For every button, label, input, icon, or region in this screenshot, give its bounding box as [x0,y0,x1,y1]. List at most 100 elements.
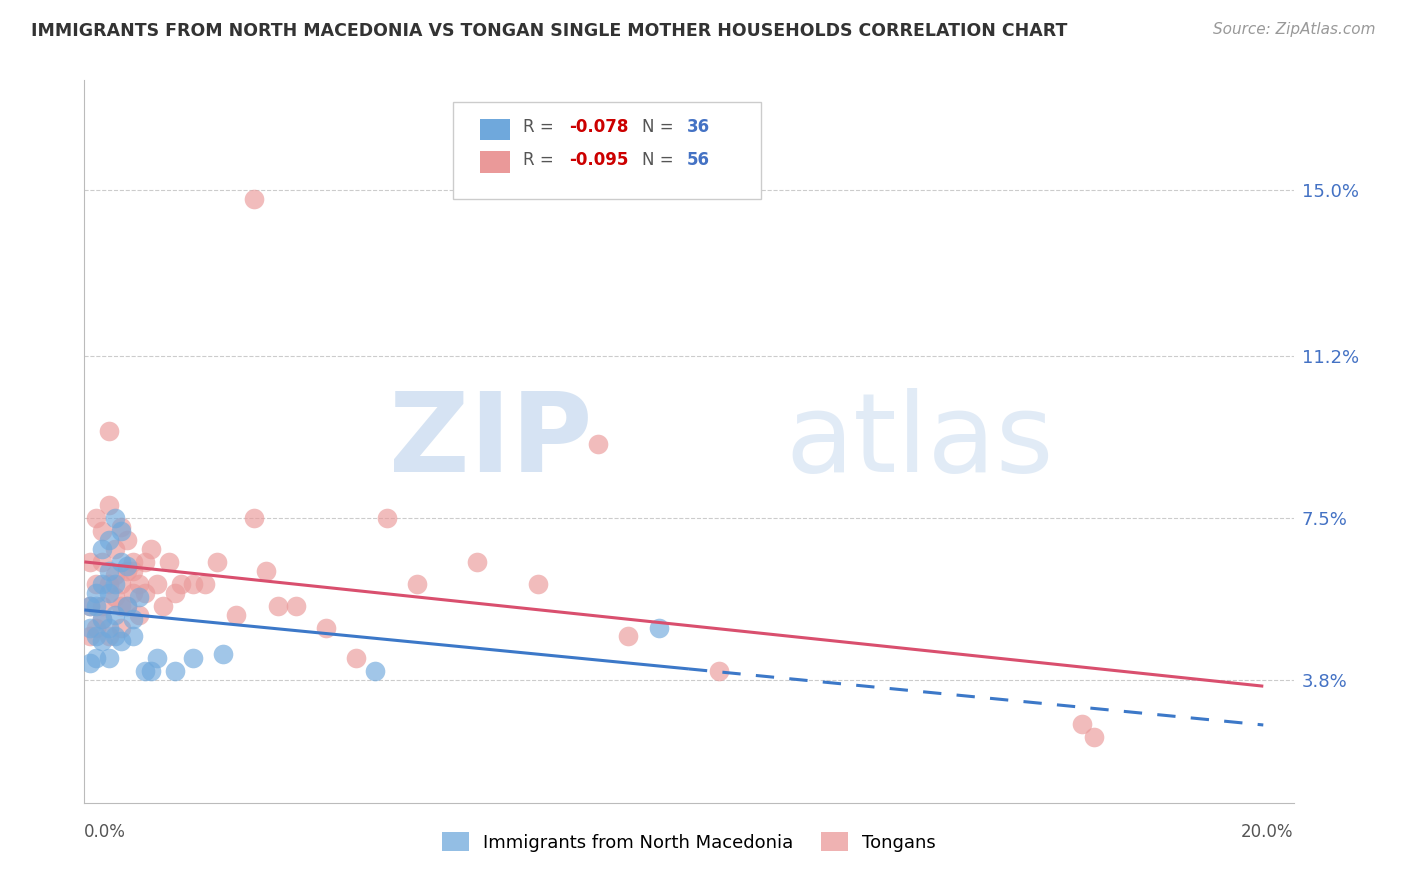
Point [242,192,264,206]
Point [165,665,187,679]
Point [115,599,138,613]
Point [225,607,247,622]
Point [97,498,120,512]
Point [152,599,174,613]
Point [115,564,138,578]
FancyBboxPatch shape [479,151,510,173]
Point [267,599,290,613]
Point [79,629,101,643]
Point [709,665,731,679]
Text: Source: ZipAtlas.com: Source: ZipAtlas.com [1212,22,1375,37]
Point [648,621,671,635]
Point [194,577,217,591]
Point [97,585,120,599]
Point [97,629,120,643]
Point [110,555,132,569]
Point [134,665,156,679]
Point [527,577,550,591]
Point [363,665,385,679]
Point [121,564,143,578]
Point [285,599,308,613]
Legend: Immigrants from North Macedonia, Tongans: Immigrants from North Macedonia, Tongans [434,825,943,859]
Point [406,577,429,591]
Point [91,633,114,648]
Point [121,585,143,599]
Point [97,621,120,635]
Point [115,533,138,547]
Point [91,577,114,591]
Point [617,629,640,643]
Point [315,621,337,635]
Point [139,665,162,679]
Point [146,651,169,665]
Point [157,555,180,569]
Point [121,555,143,569]
Point [86,585,108,599]
Point [104,511,127,525]
Point [86,621,108,635]
Point [375,511,398,525]
Point [91,612,114,626]
Point [346,651,368,665]
Text: 20.0%: 20.0% [1241,823,1294,841]
Point [588,436,610,450]
Point [110,621,132,635]
Point [97,651,120,665]
Point [134,555,156,569]
Point [170,577,193,591]
Point [86,629,108,643]
Point [86,599,108,613]
Point [91,555,114,569]
Point [97,577,120,591]
Point [110,599,132,613]
Point [254,564,277,578]
Point [110,524,132,539]
Text: atlas: atlas [786,388,1054,495]
Point [104,629,127,643]
Point [1083,730,1105,744]
Point [79,599,101,613]
Point [86,577,108,591]
Point [242,511,264,525]
Point [110,577,132,591]
Text: ZIP: ZIP [389,388,592,495]
Text: -0.078: -0.078 [569,119,628,136]
Point [181,651,204,665]
Point [110,633,132,648]
Point [91,599,114,613]
Text: 0.0%: 0.0% [84,823,127,841]
Point [104,541,127,556]
Text: N =: N = [641,151,679,169]
Point [104,607,127,622]
Point [86,511,108,525]
Point [207,555,229,569]
Point [165,585,187,599]
Point [467,555,489,569]
Point [121,612,143,626]
Point [128,590,150,604]
Text: 36: 36 [686,119,710,136]
Text: IMMIGRANTS FROM NORTH MACEDONIA VS TONGAN SINGLE MOTHER HOUSEHOLDS CORRELATION C: IMMIGRANTS FROM NORTH MACEDONIA VS TONGA… [31,22,1067,40]
Point [115,559,138,574]
Point [128,577,150,591]
Point [91,524,114,539]
FancyBboxPatch shape [479,119,510,140]
Point [104,590,127,604]
FancyBboxPatch shape [453,102,762,200]
Point [121,629,143,643]
Point [110,520,132,534]
Point [128,607,150,622]
Point [1071,717,1094,731]
Text: -0.095: -0.095 [569,151,628,169]
Point [86,651,108,665]
Point [79,555,101,569]
Point [97,564,120,578]
Point [181,577,204,591]
Point [134,585,156,599]
Point [97,533,120,547]
Text: N =: N = [641,119,679,136]
Point [91,612,114,626]
Point [97,424,120,438]
Point [139,541,162,556]
Point [91,541,114,556]
